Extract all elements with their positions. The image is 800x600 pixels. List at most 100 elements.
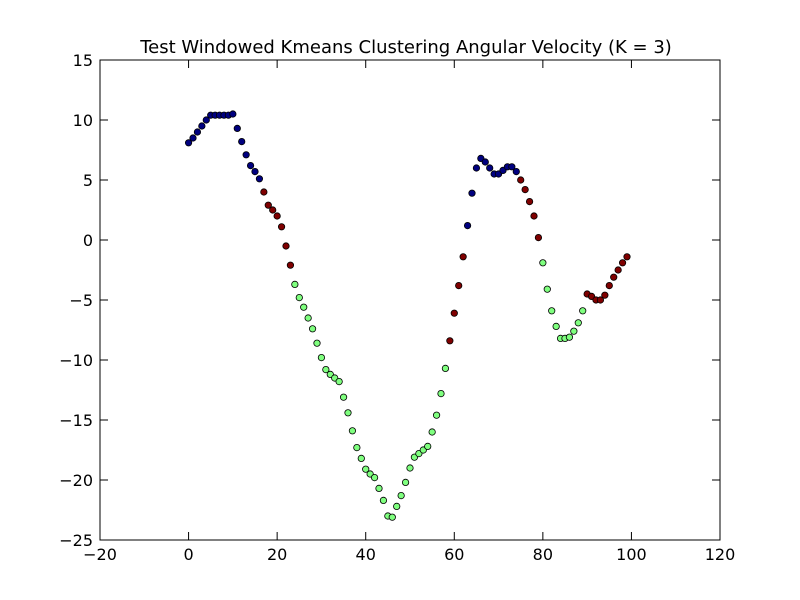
data-point: [397, 491, 405, 500]
x-tick-label: 120: [705, 545, 736, 564]
data-point: [521, 186, 529, 194]
y-tick-label: −10: [59, 351, 93, 370]
data-point: [437, 389, 445, 398]
data-point: [184, 139, 193, 147]
y-tick-label: 0: [83, 231, 93, 250]
data-point: [424, 442, 432, 450]
data-point: [596, 296, 605, 304]
data-point: [574, 319, 582, 327]
data-point: [441, 364, 450, 372]
data-point: [269, 206, 277, 214]
data-point: [463, 222, 472, 230]
data-point: [388, 513, 396, 521]
data-point: [393, 502, 401, 510]
data-point: [264, 201, 272, 209]
data-point: [539, 259, 547, 267]
data-point: [193, 128, 202, 136]
data-points: [184, 110, 631, 521]
plot-area: [100, 60, 720, 540]
data-point: [605, 281, 613, 290]
x-tick-label: 80: [533, 545, 553, 564]
data-point: [610, 273, 618, 281]
data-point: [548, 307, 556, 315]
data-point: [202, 116, 210, 124]
data-point: [260, 188, 268, 196]
data-point: [339, 393, 348, 401]
data-point: [517, 176, 525, 184]
data-point: [570, 327, 578, 335]
data-point: [322, 365, 330, 374]
y-tick-label: −15: [59, 411, 93, 430]
data-point: [317, 353, 326, 362]
data-point: [472, 164, 481, 172]
data-point: [304, 314, 312, 322]
data-point: [552, 322, 560, 330]
data-point: [459, 253, 467, 261]
data-point: [291, 280, 299, 288]
data-point: [618, 259, 627, 267]
data-point: [534, 234, 543, 242]
data-point: [273, 212, 281, 220]
data-point: [446, 337, 454, 345]
data-point: [379, 496, 388, 504]
data-point: [579, 307, 587, 315]
data-point: [614, 266, 622, 274]
data-point: [508, 163, 516, 171]
data-point: [313, 339, 321, 347]
data-point: [300, 303, 308, 311]
data-point: [286, 261, 295, 269]
x-tick-label: 100: [616, 545, 647, 564]
data-point: [229, 110, 237, 118]
x-tick-label: 0: [183, 545, 193, 564]
data-point: [468, 189, 476, 197]
data-point: [432, 411, 441, 419]
data-point: [486, 164, 494, 172]
data-point: [277, 223, 286, 231]
data-point: [233, 124, 241, 132]
data-point: [565, 333, 574, 341]
x-tick-label: 40: [356, 545, 376, 564]
data-point: [428, 428, 436, 436]
data-point: [623, 253, 631, 261]
data-point: [401, 478, 410, 486]
data-point: [450, 309, 458, 317]
data-point: [353, 443, 361, 452]
data-point: [242, 151, 250, 159]
data-point: [525, 198, 534, 206]
data-point: [357, 454, 365, 462]
data-point: [530, 212, 538, 220]
data-point: [348, 427, 357, 435]
y-tick-label: −25: [59, 531, 93, 550]
data-point: [406, 464, 414, 472]
data-point: [251, 168, 259, 176]
x-tick-label: 20: [267, 545, 287, 564]
data-point: [246, 162, 255, 170]
y-tick-label: 15: [73, 51, 93, 70]
data-point: [455, 281, 463, 290]
data-point: [308, 325, 317, 333]
x-tick-label: −20: [83, 545, 117, 564]
data-point: [543, 285, 551, 293]
data-point: [255, 175, 264, 183]
data-point: [512, 168, 520, 176]
y-tick-label: −20: [59, 471, 93, 490]
x-tick-label: 60: [444, 545, 464, 564]
data-point: [238, 138, 246, 146]
data-point: [362, 465, 370, 473]
data-point: [295, 293, 303, 302]
data-point: [189, 134, 197, 142]
axes-frame: [99, 59, 721, 541]
data-point: [601, 291, 609, 299]
data-point: [370, 473, 379, 482]
data-point: [375, 484, 383, 492]
y-tick-label: −5: [69, 291, 93, 310]
y-tick-label: 5: [83, 171, 93, 190]
data-point: [344, 409, 352, 417]
y-tick-label: 10: [73, 111, 93, 130]
data-point: [282, 242, 290, 250]
data-point: [335, 377, 343, 386]
data-point: [481, 158, 489, 166]
data-point: [198, 122, 206, 130]
